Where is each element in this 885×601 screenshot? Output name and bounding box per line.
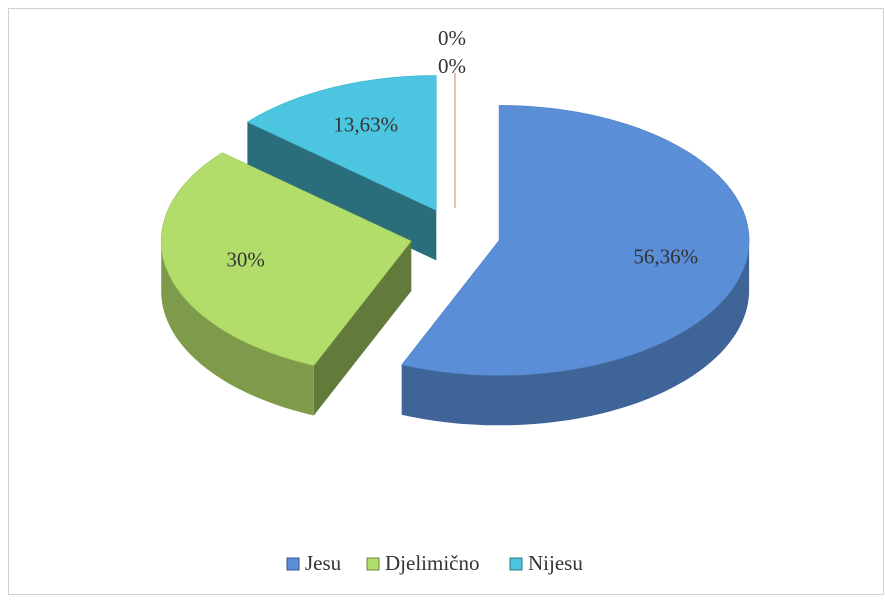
pie-slice (401, 105, 750, 426)
legend-label: Djelimično (385, 551, 479, 575)
legend-label: Nijesu (528, 551, 583, 575)
legend-swatch (366, 557, 380, 571)
legend-swatch (286, 557, 300, 571)
slice-wall (401, 240, 750, 426)
pie-slice (246, 75, 437, 261)
chart-frame (8, 8, 884, 595)
data-label: 0% (438, 54, 466, 78)
legend-swatch (509, 557, 523, 571)
slice-side (247, 122, 437, 261)
pie-slice (160, 152, 412, 416)
data-label: 13,63% (333, 113, 398, 137)
legend-label: Jesu (305, 551, 342, 575)
slice-side (313, 241, 412, 416)
slice-wall (161, 241, 314, 416)
slice-top (246, 75, 437, 211)
data-label: 56,36% (633, 244, 698, 268)
data-label: 30% (226, 248, 265, 272)
slice-top (401, 105, 750, 376)
data-label: 0% (438, 26, 466, 50)
slice-top (160, 152, 412, 366)
